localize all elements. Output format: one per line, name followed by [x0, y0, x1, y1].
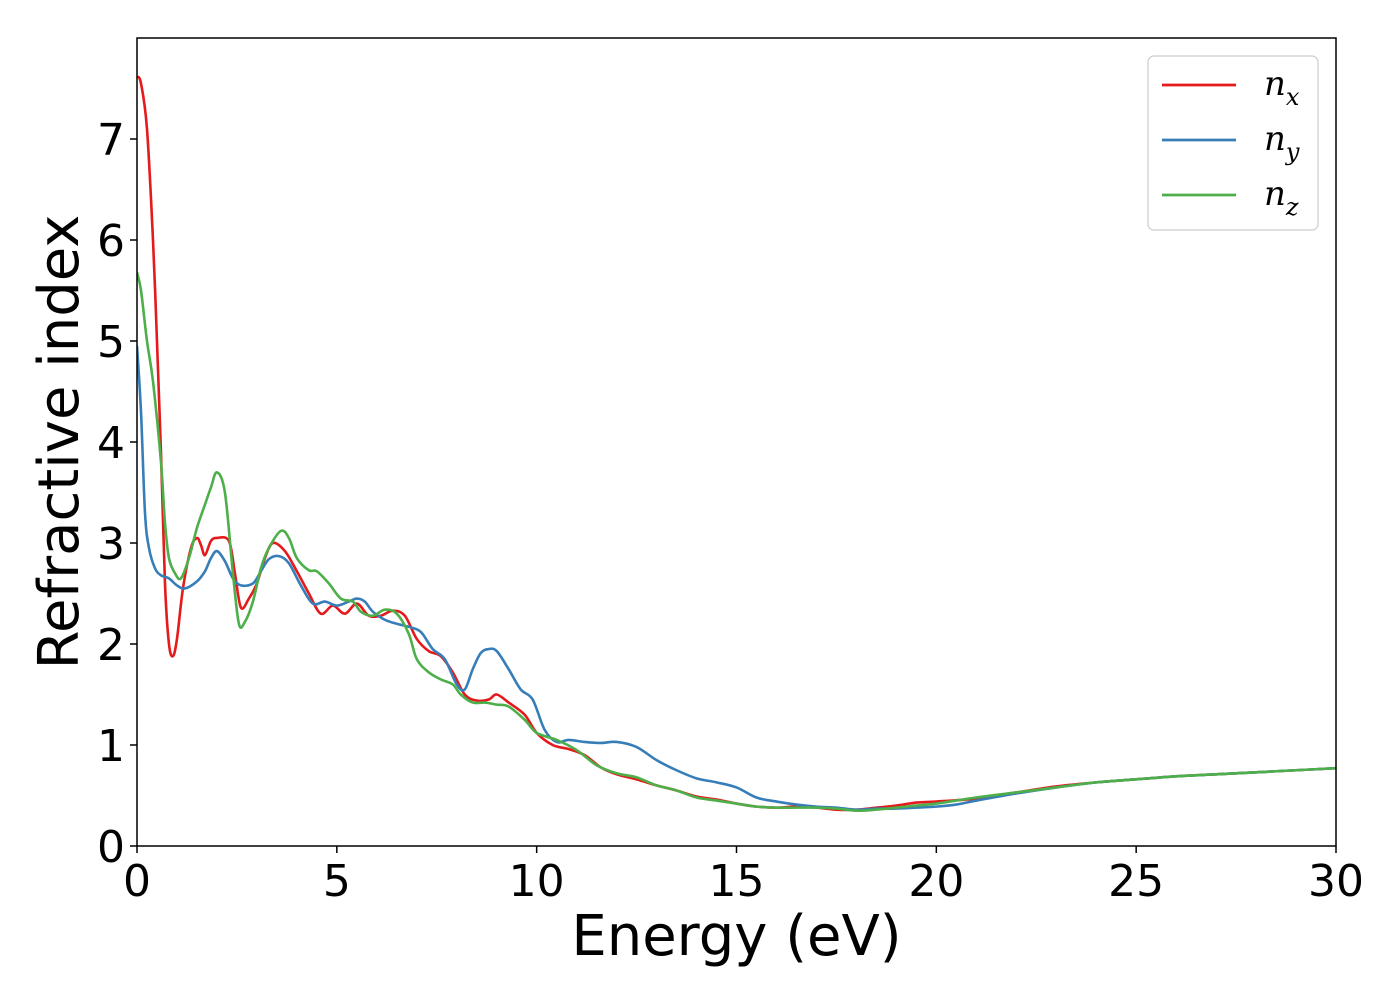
legend-label-x: nx — [1264, 64, 1300, 111]
x-tick-label: 10 — [509, 856, 565, 907]
y-tick-label: 3 — [97, 519, 125, 570]
y-tick-label: 4 — [97, 418, 125, 469]
x-tick-label: 25 — [1108, 856, 1164, 907]
x-tick-label: 30 — [1308, 856, 1364, 907]
series-layer — [137, 75, 1336, 812]
x-tick-label: 15 — [709, 856, 765, 907]
y-tick-label: 7 — [97, 115, 125, 166]
legend-label-base: n — [1264, 64, 1286, 104]
x-tick-label: 20 — [908, 856, 964, 907]
x-axis-ticks: 0 5 10 15 20 25 30 — [123, 846, 1364, 907]
legend-label-z: nz — [1264, 174, 1299, 221]
y-tick-label: 1 — [97, 721, 125, 772]
legend-label-base: n — [1264, 119, 1286, 159]
y-tick-label: 5 — [97, 317, 125, 368]
legend-box — [1147, 55, 1319, 231]
y-tick-label: 6 — [97, 216, 125, 267]
series-line-n-z — [137, 272, 1336, 812]
legend-label-subscript: z — [1285, 193, 1299, 221]
x-tick-label: 0 — [123, 856, 151, 907]
y-axis-ticks: 0 1 2 3 4 5 6 7 — [97, 115, 137, 873]
x-axis-title: Energy (eV) — [571, 904, 901, 969]
legend-label-subscript: y — [1285, 138, 1300, 166]
series-line-n-y — [137, 345, 1336, 811]
y-tick-label: 0 — [97, 822, 125, 873]
legend-label-subscript: x — [1286, 83, 1300, 111]
y-tick-label: 2 — [97, 620, 125, 671]
y-axis-title: Refractive index — [27, 215, 92, 670]
x-tick-label: 5 — [323, 856, 351, 907]
legend-label-y: ny — [1264, 119, 1300, 166]
legend-label-base: n — [1264, 174, 1286, 214]
